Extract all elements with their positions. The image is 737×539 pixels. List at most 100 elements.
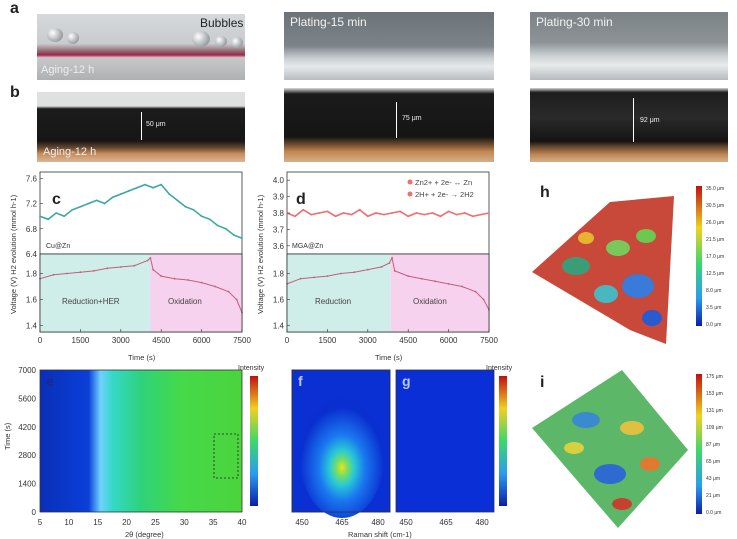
photo-plating-15min: Plating-15 min (284, 12, 494, 80)
data-point-d-bottom (447, 283, 450, 285)
data-point-d-bottom (326, 275, 329, 277)
bubble (192, 31, 210, 47)
colorbar-tick-label: 65 μm (706, 459, 720, 465)
ytick-label: 7.2 (26, 200, 38, 209)
data-point-c-top (168, 193, 171, 195)
xtick-label: 0 (285, 336, 290, 345)
data-point-c-top (152, 186, 155, 189)
data-point-d-top (350, 213, 353, 216)
data-point-c-top (241, 237, 243, 240)
ytick-label: 6.8 (26, 225, 38, 234)
panel-label-b: b (10, 84, 20, 101)
colorbar-tick-label: 3.5 μm (706, 305, 721, 311)
xtick-label: 450 (399, 518, 413, 527)
ytick-label: 1400 (18, 480, 36, 489)
data-point-c-top (55, 212, 58, 214)
data-point-c-top (144, 183, 146, 186)
plot-c-bottom-frame (39, 253, 243, 333)
bubble (231, 37, 243, 48)
region-reduction (287, 254, 391, 332)
data-point-d-bottom (391, 257, 393, 259)
data-point-d-top (463, 212, 466, 214)
panel-label-d: d (296, 191, 306, 208)
legend-text-1: Zn2+ + 2e- ↔ Zn (415, 178, 472, 187)
data-point-c-bottom (119, 266, 122, 268)
data-point-c-bottom (92, 270, 95, 272)
colorbar-title-fg: Intensity (486, 365, 513, 372)
xlabel-fg: Raman shift (cm-1) (348, 530, 412, 539)
bubbles-label: Bubbles (200, 16, 244, 30)
thickness-label: 50 μm (146, 121, 166, 128)
heatmap-g (395, 369, 495, 513)
plot-d-bottom-frame (286, 253, 490, 333)
ytick-label: 1.6 (273, 296, 285, 305)
ytick-label: 1.4 (273, 322, 285, 331)
colorbar-tick-label: 153 μm (706, 391, 723, 397)
colorbar-tick-label: 131 μm (706, 408, 723, 414)
data-point-d-bottom (366, 268, 369, 271)
data-point-c-bottom (66, 272, 68, 275)
xtick-label: 6000 (193, 336, 211, 345)
data-point-d-top (488, 212, 490, 214)
region-label-c2: Oxidation (168, 297, 202, 306)
ytick-label: 4.0 (273, 176, 285, 185)
data-point-d-top (383, 213, 385, 216)
xtick-label: 7500 (233, 336, 251, 345)
xtick-label: 20 (122, 518, 131, 527)
colorbar-h (696, 186, 702, 326)
bubble (215, 36, 227, 47)
plating-15-label: Plating-15 min (290, 15, 367, 29)
data-point-d-bottom (420, 277, 423, 280)
data-point-d-bottom (339, 272, 342, 275)
xtick-label: 25 (151, 518, 160, 527)
data-point-c-top (87, 202, 90, 205)
data-point-d-top (415, 212, 418, 214)
data-point-d-top (366, 215, 369, 218)
xtick-label: 450 (295, 518, 309, 527)
ytick-label: 1.8 (26, 270, 38, 279)
surface-patch (578, 232, 594, 244)
data-point-d-top (374, 212, 377, 214)
data-point-c-bottom (214, 285, 216, 288)
colorbar-fg (499, 376, 507, 506)
data-point-d-bottom (380, 266, 383, 268)
surface-patch (594, 285, 618, 303)
dashed-box (213, 433, 239, 479)
colorbar-tick-label: 43 μm (706, 476, 720, 482)
data-point-c-top (200, 215, 203, 218)
data-point-d-bottom (482, 298, 485, 301)
xtick-label: 465 (335, 518, 349, 527)
data-point-d-top (431, 212, 434, 214)
surface-base-i (532, 370, 688, 528)
data-point-d-top (318, 212, 321, 214)
xtick-label: 4500 (152, 336, 170, 345)
surface-patch (572, 412, 600, 428)
xtick-label: 4500 (399, 336, 417, 345)
xtick-label: 0 (38, 336, 43, 345)
colorbar-e (250, 376, 258, 506)
data-point-d-bottom (353, 271, 356, 274)
ytick-label: 3.6 (273, 242, 285, 251)
data-point-d-top (439, 215, 442, 218)
thickness-label: 92 μm (640, 117, 660, 124)
region-oxidation (150, 254, 242, 332)
surface-patch (636, 229, 656, 243)
data-point-d-bottom (434, 280, 437, 283)
data-point-c-bottom (149, 257, 152, 259)
ytick-label: 3.9 (273, 193, 285, 202)
data-point-c-top (176, 199, 179, 202)
surface-patch (622, 274, 654, 298)
ytick-label: 0 (32, 508, 37, 517)
photo-cross-section-1: 50 μm Aging-12 h (37, 92, 245, 162)
surface-patch (620, 421, 644, 435)
xtick-label: 3000 (359, 336, 377, 345)
data-point-c-top (63, 215, 66, 218)
data-point-c-top (39, 215, 41, 218)
data-point-d-bottom (313, 276, 315, 279)
data-point-c-bottom (146, 259, 149, 262)
thickness-label: 75 μm (402, 115, 422, 122)
data-point-c-bottom (106, 267, 109, 270)
region-label-d1: Reduction (315, 297, 351, 306)
photo-aging-bubbles: Bubbles Aging-12 h (37, 14, 245, 80)
data-point-d-bottom (388, 262, 391, 264)
